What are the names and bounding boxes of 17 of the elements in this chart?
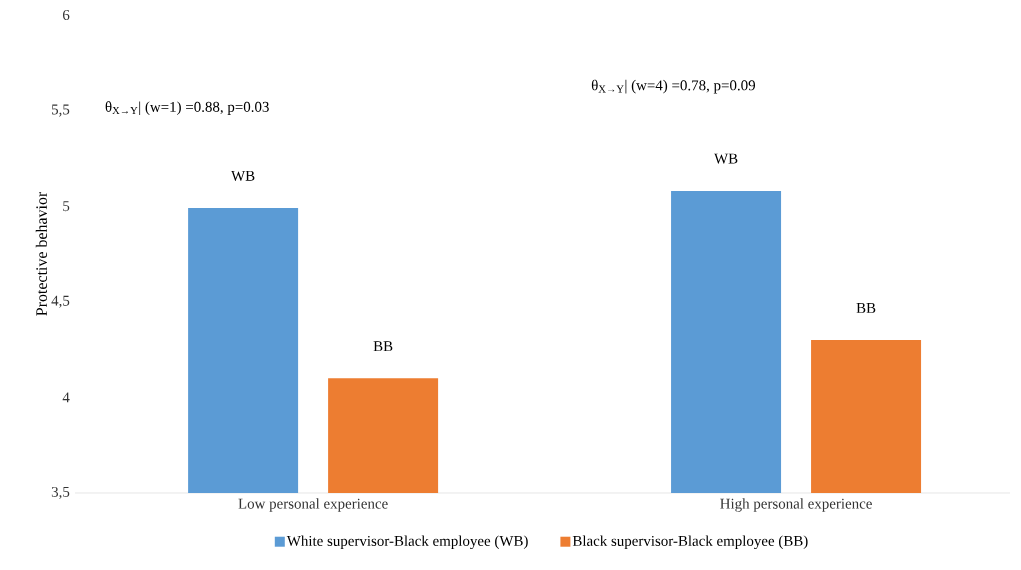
- legend-label: Black supervisor-Black employee (BB): [572, 535, 808, 549]
- y-axis-title: Protective behavior: [35, 191, 47, 316]
- y-tick-label: 4,5: [51, 295, 70, 308]
- data-label: WB: [231, 170, 255, 181]
- annotation: θ$_{X→Y}$| (w=1) =0.88, p=0.03: [105, 101, 269, 115]
- y-tick-label: 4: [62, 392, 70, 403]
- y-tick-label: 5,5: [52, 104, 70, 117]
- y-tick-label: 6: [63, 9, 70, 20]
- x-tick-label: High personal experience: [720, 498, 872, 512]
- legend-label: White supervisor-Black employee (WB): [286, 535, 528, 549]
- annotation: θ$_{X→Y}$| (w=4) =0.78, p=0.09: [591, 79, 756, 94]
- data-label: BB: [856, 303, 876, 313]
- y-tick-label: 5: [63, 201, 70, 212]
- y-tick-label: 3,5: [51, 486, 70, 500]
- data-label: BB: [373, 341, 393, 352]
- data-label: WB: [714, 153, 738, 164]
- x-tick-label: Low personal experience: [238, 498, 388, 512]
